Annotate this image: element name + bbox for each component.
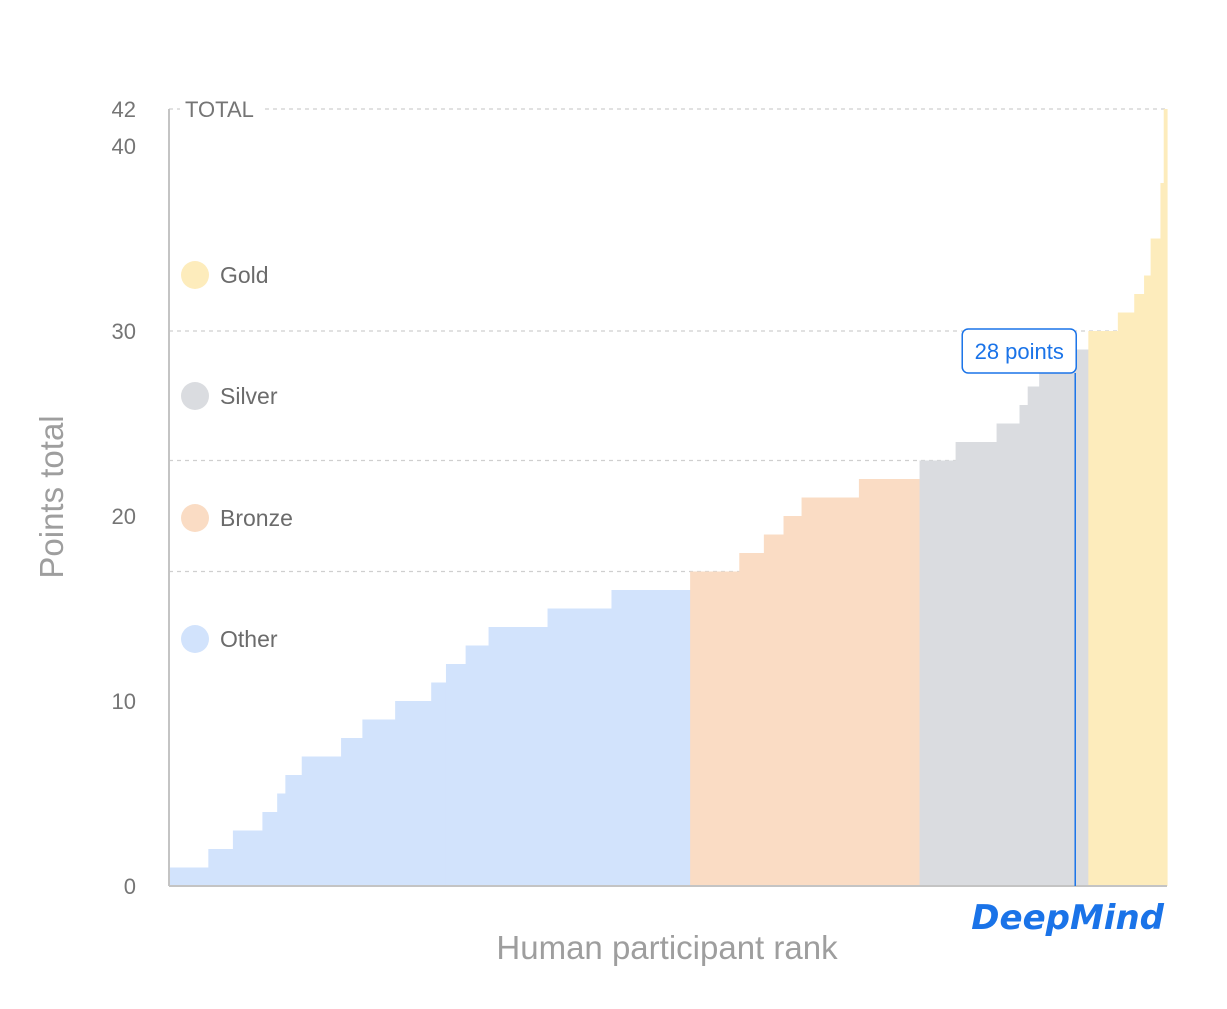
- legend-label-bronze: Bronze: [220, 505, 293, 531]
- step-bar-silver-26: [1019, 405, 1029, 886]
- step-bar-other-14: [488, 627, 549, 886]
- y-tick-label-0: 0: [124, 874, 136, 899]
- y-tick-label-40: 40: [112, 134, 136, 159]
- step-bar-other-5: [277, 793, 286, 886]
- legend-label-silver: Silver: [220, 383, 278, 409]
- step-bar-bronze-17: [690, 571, 740, 886]
- step-bar-gold-31: [1117, 312, 1135, 886]
- step-bar-other-11: [431, 682, 447, 886]
- step-bar-other-1: [169, 867, 209, 886]
- legend-label-gold: Gold: [220, 262, 269, 288]
- legend: Gold Silver Bronze Other: [181, 261, 293, 653]
- step-bar-other-16: [611, 590, 691, 886]
- total-label-backdrop: [180, 94, 264, 124]
- step-bar-bronze-20: [783, 516, 803, 886]
- legend-dot-bronze: [181, 504, 209, 532]
- step-bar-silver-24: [955, 442, 998, 886]
- step-bar-other-9: [362, 719, 396, 886]
- annotation-box: [961, 328, 1077, 374]
- legend-dot-other: [181, 625, 209, 653]
- step-bar-bronze-21: [801, 497, 860, 886]
- y-tick-label-42: 42: [112, 97, 136, 122]
- y-tick-label-20: 20: [112, 504, 136, 529]
- axes-layer: [168, 109, 1167, 887]
- y-axis-title: Points total: [33, 415, 70, 578]
- step-bar-silver-23: [919, 460, 957, 886]
- step-bar-gold-32: [1134, 294, 1145, 886]
- step-bar-bronze-22: [858, 479, 921, 886]
- step-bar-other-10: [395, 701, 432, 886]
- step-bar-bronze-18: [739, 553, 765, 886]
- step-bar-other-15: [547, 608, 613, 886]
- grid-layer: [169, 108, 1167, 573]
- step-bar-other-8: [341, 738, 363, 886]
- step-bar-other-6: [285, 775, 303, 886]
- step-bar-other-7: [301, 756, 342, 886]
- total-line-label: TOTAL: [185, 97, 254, 122]
- step-bar-silver-27: [1027, 386, 1040, 886]
- step-bar-other-12: [445, 664, 467, 886]
- step-bar-silver-29: [1076, 349, 1089, 886]
- deepmind-logo: DeepMind: [971, 898, 1164, 938]
- step-bar-other-4: [262, 812, 278, 886]
- ticks-layer: 0 10 20 30 40 42: [112, 97, 136, 899]
- step-bar-gold-30: [1088, 331, 1119, 886]
- legend-dot-silver: [181, 382, 209, 410]
- annotation-label: 28 points: [975, 339, 1064, 364]
- step-bar-silver-25: [996, 423, 1021, 886]
- y-tick-label-30: 30: [112, 319, 136, 344]
- y-tick-label-10: 10: [112, 689, 136, 714]
- step-bar-gold-33: [1144, 275, 1152, 886]
- legend-label-other: Other: [220, 626, 278, 652]
- step-bar-other-13: [465, 645, 490, 886]
- step-bar-gold-42: [1163, 109, 1168, 886]
- legend-dot-gold: [181, 261, 209, 289]
- step-bar-bronze-19: [763, 534, 785, 886]
- step-bar-other-3: [232, 830, 264, 886]
- step-bar-other-2: [208, 849, 234, 886]
- step-bar-gold-35: [1150, 238, 1162, 886]
- annotation-28-points: 28 points: [961, 328, 1077, 886]
- step-bar-gold-38: [1160, 183, 1165, 886]
- bars-layer: [169, 109, 1168, 886]
- step-bar-silver-28: [1039, 368, 1078, 886]
- x-axis-title: Human participant rank: [496, 929, 838, 966]
